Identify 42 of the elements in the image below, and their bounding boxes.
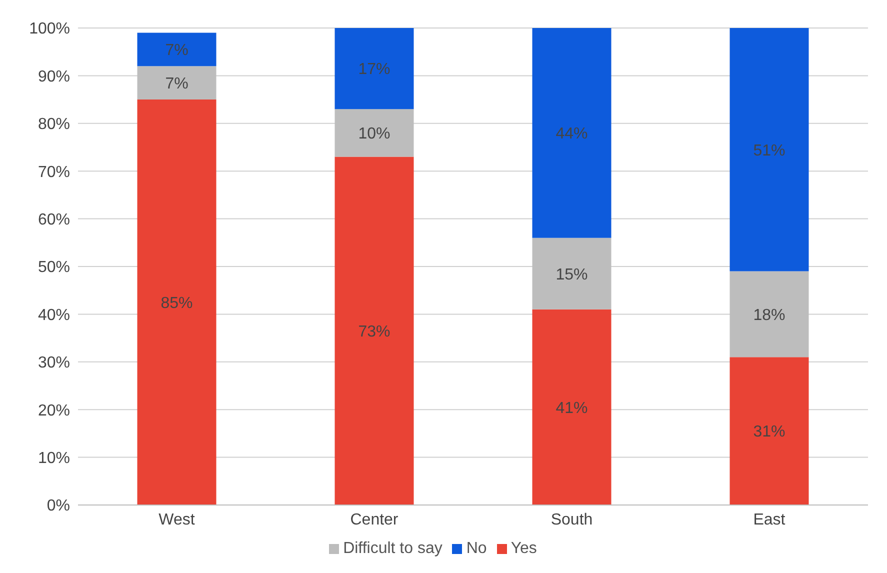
data-label: 85% [160,294,193,312]
data-label: 17% [358,61,390,78]
bar [334,109,414,157]
legend-label: No [466,540,487,557]
data-label: 44% [556,126,588,143]
y-tick-label: 80% [38,116,70,134]
x-tick-label: Center [350,511,399,528]
y-tick-label: 60% [38,211,70,228]
bar [532,309,612,505]
x-tick-label: South [550,511,593,528]
bar [730,28,809,272]
y-tick-label: 30% [38,354,70,372]
y-tick-label: 100% [29,20,70,38]
y-tick-label: 50% [38,259,70,276]
bar [532,28,612,238]
data-label: 10% [358,126,390,143]
bar [532,238,612,310]
x-tick-label: East [753,511,786,528]
bar [334,156,414,505]
data-label: 41% [556,400,588,417]
bar [137,32,216,66]
bar [334,28,414,110]
data-label: 15% [556,266,588,284]
x-tick-label: West [158,511,196,528]
data-label: 51% [753,142,786,160]
legend-label: Yes [510,540,537,557]
y-tick-label: 0% [46,498,70,515]
bar [730,271,809,358]
data-label: 7% [165,76,188,93]
bar [137,66,216,100]
y-tick-label: 40% [38,306,70,324]
y-tick-label: 10% [38,450,70,467]
legend-label: Difficult to say [343,540,442,557]
bar [137,100,216,505]
data-label: 7% [165,42,188,60]
bar [730,357,809,505]
data-label: 18% [753,306,786,324]
y-tick-label: 20% [38,402,70,420]
data-label: 73% [358,324,390,341]
data-label: 31% [753,424,786,441]
y-tick-label: 90% [38,68,70,86]
y-tick-label: 70% [38,164,70,181]
